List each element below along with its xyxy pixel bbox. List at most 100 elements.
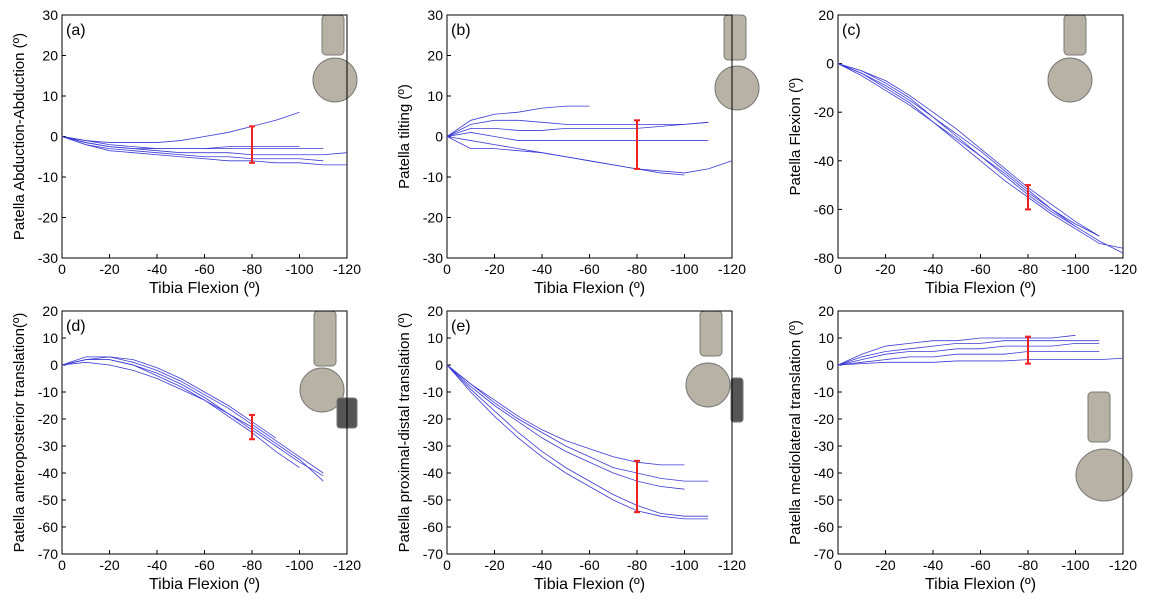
x-tick-label: 0 [58,557,66,573]
x-tick-label: -60 [970,557,990,573]
y-tick-label: -60 [814,519,834,535]
y-tick-label: -20 [814,411,834,427]
data-line [61,136,347,166]
y-axis-label: Patella anteroposterior translation(º) [11,313,28,553]
bone [723,14,747,61]
y-tick-label: 20 [42,48,58,64]
data-line [837,63,1076,227]
y-tick-label: -70 [38,546,58,562]
plot-frame [446,14,733,259]
x-tick-label: -120 [718,261,746,277]
y-axis-label: Patella Flexion (º) [787,77,804,195]
data-line [446,105,590,137]
y-tick-label: -20 [38,411,58,427]
y-tick-label: 20 [818,7,834,23]
y-tick-label: 20 [42,303,58,319]
x-tick-label: -100 [1061,557,1089,573]
x-tick-label: -40 [147,261,167,277]
data-line [446,132,709,141]
y-axis-label: Patella mediolateral translation (º) [787,320,804,545]
x-axis-label: Tibia Flexion (º) [534,576,645,593]
data-line [61,136,324,162]
panel-label: (d) [66,318,86,335]
x-tick-label: -60 [194,557,214,573]
error-bar [634,119,640,170]
plot-frame [61,310,348,555]
y-tick-label: -40 [423,465,443,481]
x-tick-label: 0 [834,261,842,277]
data-line [446,136,685,176]
x-tick-label: -40 [532,261,552,277]
y-tick-label: 0 [826,357,834,373]
x-axis-label: Tibia Flexion (º) [925,576,1036,593]
y-tick-label: -60 [423,519,443,535]
error-bar [1025,335,1031,365]
data-line [61,356,324,474]
data-line [446,364,709,520]
panel-label: (a) [66,22,86,39]
x-tick-label: -120 [1109,261,1137,277]
chart-panel: 0 -20 -40 -60 -80 -100 -120-70-60-50-40-30-20-… [396,303,746,593]
bone [1075,448,1133,502]
x-tick-label: -20 [875,261,895,277]
y-tick-label: -40 [38,465,58,481]
y-axis-label: Patella tilting (º) [396,84,413,189]
y-tick-label: -10 [423,384,443,400]
bone-illustrations [299,14,1133,502]
y-tick-label: -30 [814,438,834,454]
x-axis-label: Tibia Flexion (º) [149,576,260,593]
y-tick-label: -10 [38,169,58,185]
data-line [446,119,709,137]
bone [699,310,723,357]
bone [312,57,358,103]
y-tick-label: -80 [814,250,834,266]
y-tick-label: -40 [814,153,834,169]
x-tick-label: 0 [443,261,451,277]
y-tick-label: 20 [427,48,443,64]
y-tick-label: -50 [423,492,443,508]
chart-panel: 0 -20 -40 -60 -80 -100 -120-30-20-100102030Tib… [396,7,746,297]
y-tick-label: -10 [814,384,834,400]
chart-panel: 0 -20 -40 -60 -80 -100 -120 -80 -60 -40 -20 0 20 Tibi… [787,7,1137,297]
y-tick-label: -30 [38,250,58,266]
bone [1063,14,1087,56]
data-line [837,351,1100,366]
x-tick-label: -120 [333,557,361,573]
data-line [837,63,1124,249]
bone [685,362,731,408]
bone [730,377,744,423]
error-bar [249,125,255,164]
x-tick-label: -20 [875,557,895,573]
data-line [61,359,324,477]
y-tick-label: 30 [427,7,443,23]
panel-label: (b) [451,22,471,39]
y-tick-label: 0 [826,56,834,72]
y-tick-label: -30 [423,250,443,266]
bone [1087,391,1111,443]
x-tick-label: 0 [58,261,66,277]
x-tick-label: -120 [1109,557,1137,573]
bone [321,14,345,56]
data-line [61,136,300,150]
data-line [61,111,300,143]
data-line [837,343,1100,366]
error-bar [1025,184,1031,211]
y-tick-label: -50 [38,492,58,508]
x-tick-label: -20 [99,261,119,277]
x-tick-label: -60 [194,261,214,277]
chart-panel: 0 -20 -40 -60 -80 -100 -120-70-60-50-40-30-20-… [787,303,1137,593]
y-tick-label: -10 [38,384,58,400]
y-tick-label: -10 [423,169,443,185]
data-line [837,63,1100,237]
chart-panel: 0 -20 -40 -60 -80 -100 -120-70-60-50-40-30-20-… [11,303,361,593]
data-line [61,356,276,439]
y-tick-label: -30 [423,438,443,454]
data-line [61,361,324,482]
y-tick-label: 10 [42,330,58,346]
x-axis-label: Tibia Flexion (º) [925,280,1036,297]
y-tick-label: 10 [818,330,834,346]
y-tick-label: 0 [50,129,58,145]
x-tick-label: -100 [285,557,313,573]
